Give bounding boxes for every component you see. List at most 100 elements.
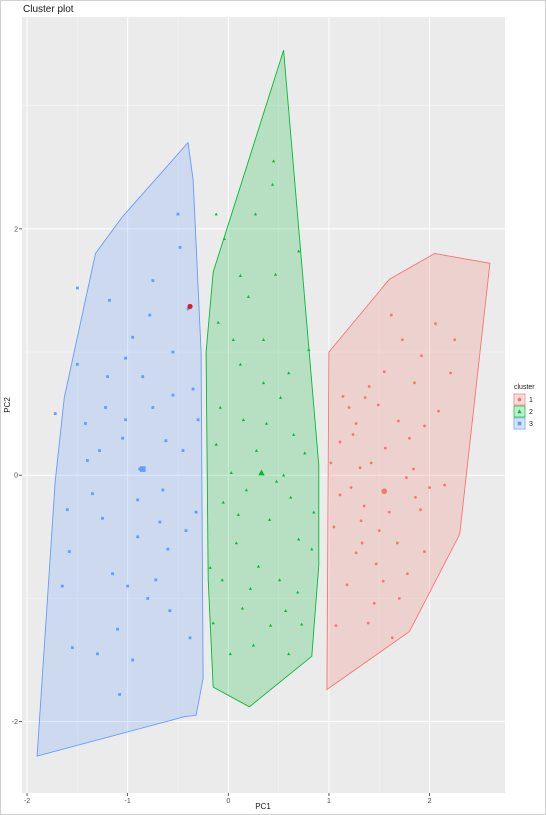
axes: -2 -1 0 1 2 -2 0 2 (12, 226, 432, 805)
cluster-3-point (148, 313, 152, 317)
cluster-2-point (256, 564, 261, 568)
cluster-1-point (404, 476, 408, 480)
cluster-3-point (178, 245, 182, 249)
cluster-2-point (284, 609, 288, 612)
cluster-1-point (377, 529, 381, 533)
cluster-3-point (108, 298, 111, 302)
cluster-3-point (151, 279, 155, 282)
cluster-3-point (138, 467, 142, 471)
cluster-2-point (208, 565, 212, 569)
cluster-1-point (366, 621, 370, 625)
cluster-1-point (390, 636, 394, 640)
cluster-2-point (267, 517, 272, 521)
cluster-3-point (136, 498, 140, 502)
cluster-2-point (214, 212, 218, 216)
cluster-2-point (254, 448, 259, 452)
cluster-2-point (277, 578, 282, 582)
cluster-2-point (238, 274, 242, 277)
cluster-1-point (449, 371, 453, 375)
cluster-3-point (164, 439, 168, 443)
cluster-2-point (238, 362, 242, 366)
data-points (53, 159, 457, 696)
x-axis-title: PC1 (255, 802, 271, 811)
cluster-3-point (181, 449, 185, 452)
cluster-3-hull (36, 141, 204, 757)
cluster-2-point (292, 432, 296, 436)
cluster-1-point (349, 486, 353, 489)
cluster-1-point (362, 504, 366, 508)
cluster-3-point (161, 488, 165, 492)
y-tick-label: -2 (12, 719, 18, 726)
cluster-2-point (278, 395, 283, 399)
cluster-hulls (36, 50, 491, 757)
cluster-1-point (428, 486, 431, 489)
cluster-2-point (300, 622, 304, 626)
cluster-3-point (191, 387, 195, 391)
cluster-3-point (166, 547, 170, 551)
cluster-1-point (395, 541, 399, 545)
cluster-1-point (383, 446, 387, 450)
legend-title: cluster (514, 384, 535, 391)
cluster-2-point (287, 371, 291, 375)
cluster-2-point (264, 421, 269, 425)
cluster-1-point (423, 550, 426, 553)
cluster-1-point (347, 406, 351, 409)
cluster-1-point (382, 370, 386, 374)
cluster-1-point (369, 461, 373, 465)
legend-label-1: 1 (529, 397, 533, 404)
cluster-1-hull (326, 253, 491, 691)
legend-symbol-1 (517, 397, 522, 402)
cluster-1-point (367, 385, 371, 388)
cluster-1-point (363, 396, 367, 400)
cluster-3-point (75, 362, 79, 366)
cluster-1-point (359, 519, 363, 523)
cluster-2-point (221, 500, 225, 504)
cluster-3-point (121, 436, 125, 440)
cluster-1-point (354, 551, 358, 555)
y-tick-label: 0 (14, 473, 18, 480)
cluster-2-hull (205, 50, 320, 708)
cluster-1-point (419, 508, 422, 512)
cluster-1-point (338, 493, 342, 497)
cluster-2-point (287, 652, 291, 656)
cluster-3-point (65, 508, 69, 512)
cluster-1-point (381, 579, 385, 583)
y-tick-label: 2 (14, 226, 18, 233)
cluster-1-point (412, 467, 415, 471)
cluster-1-point (334, 624, 338, 627)
cluster-3-point (86, 459, 89, 462)
cluster-2-point (270, 182, 275, 186)
cluster-3-point (70, 646, 74, 650)
cluster-3-point (168, 609, 172, 613)
cluster-3-point (104, 406, 107, 409)
cluster-2-point (248, 586, 253, 590)
cluster-2-point (312, 510, 316, 514)
cluster-3-point (67, 550, 71, 553)
cluster-2-point (241, 418, 245, 422)
cluster-3-point (96, 652, 99, 656)
cluster-3-point (136, 535, 140, 539)
cluster-3-point (116, 627, 119, 631)
cluster-3-point (196, 418, 200, 422)
cluster-3-point (151, 406, 155, 409)
cluster-2-point (236, 513, 240, 516)
cluster-2-point (274, 479, 279, 483)
cluster-3-point (184, 529, 188, 533)
cluster-2-point (246, 294, 251, 298)
cluster-3-point (98, 449, 101, 452)
cluster-2-point (251, 643, 256, 647)
cluster-1-point (360, 541, 364, 545)
cluster-2-point (268, 623, 273, 627)
cluster-3-point (106, 375, 109, 379)
cluster-2-point (282, 473, 286, 477)
cluster-3-point (171, 393, 175, 397)
cluster-1-point (414, 495, 417, 499)
cluster-2-point (244, 488, 249, 492)
cluster-2-point (228, 652, 232, 656)
cluster-3-point (146, 596, 150, 600)
cluster-2-point (261, 381, 266, 385)
cluster-1-point (345, 583, 349, 587)
cluster-2-point (296, 590, 300, 594)
